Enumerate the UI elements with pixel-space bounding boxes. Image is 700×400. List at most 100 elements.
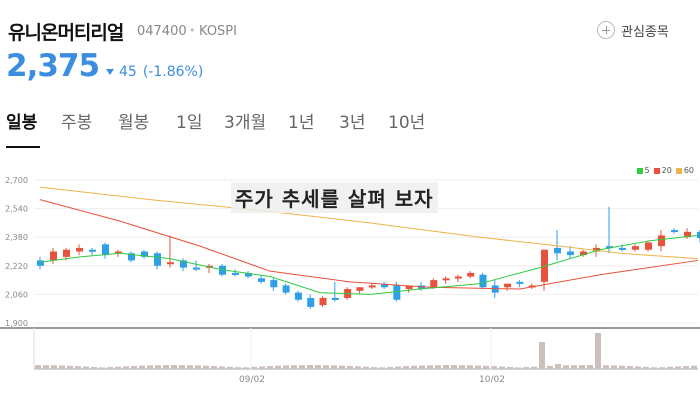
change-percent: (-1.86%) bbox=[142, 64, 204, 80]
candle-body bbox=[270, 280, 278, 288]
volume-bar bbox=[91, 366, 97, 369]
volume-bar bbox=[163, 365, 169, 369]
price-chart[interactable]: 2,700 2,540 2,380 2,220 2,060 1,900 09/02 10/02… bbox=[0, 160, 700, 400]
volume-bar bbox=[235, 367, 241, 369]
current-price: 2,375 bbox=[6, 48, 100, 84]
volume-bar bbox=[419, 365, 425, 369]
volume-bar bbox=[251, 366, 257, 369]
tab-daily[interactable]: 일봉 bbox=[6, 113, 38, 133]
volume-bar bbox=[123, 366, 129, 369]
candle-body bbox=[479, 274, 487, 288]
candle-body bbox=[63, 249, 70, 257]
volume-bar bbox=[219, 366, 225, 369]
candle-body bbox=[580, 251, 587, 256]
chart-title: 주가 추세를 살펴 보자 bbox=[231, 182, 438, 213]
volume-bar bbox=[227, 366, 233, 369]
volume-bar bbox=[595, 333, 601, 369]
tab-3year[interactable]: 3년 bbox=[339, 113, 366, 133]
tab-10year[interactable]: 10년 bbox=[388, 113, 426, 133]
volume-bar bbox=[643, 366, 649, 369]
volume-bar bbox=[67, 365, 73, 369]
volume-bar bbox=[555, 364, 561, 369]
volume-bar bbox=[611, 365, 617, 369]
candle-body bbox=[504, 283, 512, 288]
volume-bar bbox=[371, 367, 377, 369]
candle-body bbox=[258, 278, 265, 282]
x-tick-label: 09/02 bbox=[239, 375, 265, 385]
candle-body bbox=[245, 272, 252, 277]
volume-bar bbox=[315, 365, 321, 369]
volume-bar bbox=[515, 367, 521, 369]
volume-bar bbox=[355, 366, 361, 369]
candle-body bbox=[307, 297, 315, 307]
y-tick-label: 2,060 bbox=[5, 290, 28, 299]
volume-bar bbox=[267, 366, 273, 369]
legend-swatch bbox=[636, 167, 643, 174]
volume-bar bbox=[627, 366, 633, 369]
tab-monthly[interactable]: 월봉 bbox=[118, 113, 150, 133]
y-tick-label: 2,380 bbox=[5, 233, 28, 242]
candle-body bbox=[368, 285, 376, 288]
volume-bar bbox=[659, 367, 665, 369]
candle-body bbox=[115, 251, 122, 254]
tab-3month[interactable]: 3개월 bbox=[224, 113, 267, 133]
volume-bar bbox=[99, 367, 105, 369]
volume-bar bbox=[179, 365, 185, 369]
candle-body bbox=[417, 285, 425, 290]
tab-weekly[interactable]: 주봉 bbox=[61, 113, 93, 133]
volume-bar bbox=[691, 365, 697, 369]
legend-swatch bbox=[653, 167, 660, 174]
candle-body bbox=[128, 253, 135, 261]
stock-header: 유니온머티리얼 047400 • KOSPI 관심종목 bbox=[6, 14, 696, 54]
chart-canvas: 2,700 2,540 2,380 2,220 2,060 1,900 09/02 10/02 bbox=[0, 176, 700, 385]
candle-body bbox=[442, 278, 450, 281]
add-watchlist-button[interactable]: 관심종목 bbox=[597, 17, 669, 43]
stock-name: 유니온머티리얼 bbox=[8, 22, 124, 44]
volume-bar bbox=[363, 366, 369, 369]
volume-bar bbox=[331, 365, 337, 369]
volume-bar bbox=[443, 365, 449, 369]
volume-bar bbox=[667, 366, 673, 369]
volume-bar bbox=[651, 367, 657, 369]
volume-bar bbox=[459, 365, 465, 369]
volume-bar bbox=[59, 365, 65, 369]
volume-bar bbox=[195, 365, 201, 369]
volume-bar bbox=[531, 366, 537, 369]
volume-bar bbox=[291, 365, 297, 369]
volume-bar bbox=[435, 365, 441, 369]
volume-bar bbox=[275, 365, 281, 369]
candle-body bbox=[154, 253, 161, 266]
volume-bar bbox=[427, 365, 433, 369]
candle-body bbox=[167, 262, 174, 265]
tab-1year[interactable]: 1년 bbox=[288, 113, 315, 133]
tab-1day[interactable]: 1일 bbox=[176, 113, 203, 133]
candle-body bbox=[554, 247, 561, 254]
volume-bar bbox=[451, 365, 457, 369]
volume-bar bbox=[395, 366, 401, 369]
volume-bar bbox=[139, 365, 145, 369]
candle-body bbox=[593, 247, 600, 252]
candle-body bbox=[37, 260, 44, 266]
legend-ma20: 20 bbox=[653, 166, 672, 175]
candle-body bbox=[632, 246, 639, 250]
volume-bar bbox=[547, 365, 553, 369]
legend-ma60: 60 bbox=[675, 166, 694, 175]
candle-body bbox=[89, 249, 96, 252]
y-tick-label: 2,220 bbox=[5, 262, 28, 271]
candle-body bbox=[393, 285, 401, 300]
candle-body bbox=[219, 265, 226, 275]
candle-body bbox=[567, 251, 574, 256]
volume-bar bbox=[683, 365, 689, 369]
volume-bar bbox=[323, 365, 329, 369]
volume-bar bbox=[491, 366, 497, 369]
legend-label: 20 bbox=[661, 166, 672, 175]
candle-body bbox=[76, 247, 83, 252]
volume-bar bbox=[571, 365, 577, 369]
stock-code: 047400 bbox=[137, 24, 187, 39]
candle-body bbox=[671, 230, 678, 233]
volume-bar bbox=[619, 365, 625, 369]
candle-body bbox=[319, 297, 327, 306]
volume-bar bbox=[475, 365, 481, 369]
candle-body bbox=[232, 272, 239, 275]
volume-bar bbox=[187, 365, 193, 369]
